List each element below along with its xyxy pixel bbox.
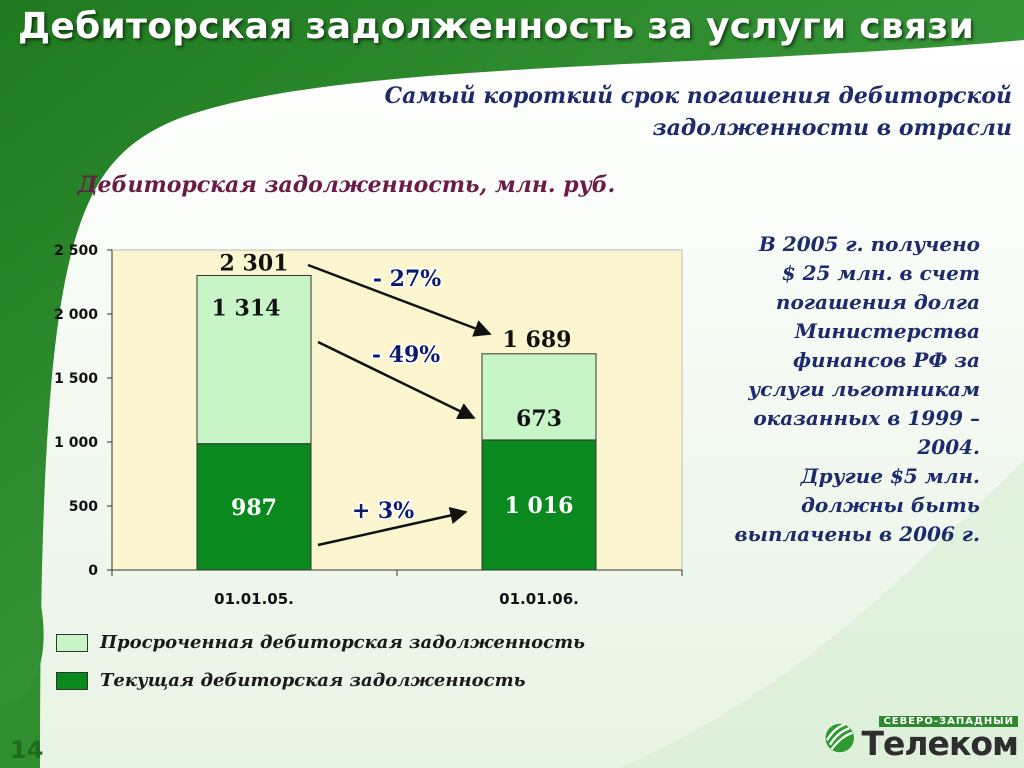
logo-small-text: СЕВЕРО-ЗАПАДНЫЙ xyxy=(879,715,1018,727)
note-line: В 2005 г. получено xyxy=(758,232,980,256)
logo-globe-icon xyxy=(825,723,854,753)
legend-item-overdue: Просроченная дебиторская задолженность xyxy=(56,632,585,653)
page-number: 14 xyxy=(10,736,44,764)
slide-title: Дебиторская задолженность за услуги связ… xyxy=(18,6,975,47)
slide-subtitle: Самый короткий срок погашения дебиторско… xyxy=(312,80,1012,144)
bar-segment xyxy=(196,443,312,571)
change-arrow xyxy=(317,506,468,547)
chart-title: Дебиторская задолженность, млн. руб. xyxy=(78,172,616,198)
note-line: Другие $5 млн. xyxy=(800,464,980,488)
side-note: В 2005 г. получено $ 25 млн. в счет погаше… xyxy=(690,230,980,549)
y-tick-label: 2 000 xyxy=(54,307,98,323)
company-logo: СЕВЕРО-ЗАПАДНЫЙ Телеком xyxy=(824,712,1019,764)
note-line: финансов РФ за xyxy=(792,348,980,372)
legend-label-current: Текущая дебиторская задолженность xyxy=(100,670,526,691)
legend-swatch-current xyxy=(56,671,88,690)
y-tick-label: 0 xyxy=(88,563,98,579)
data-label: 987 xyxy=(231,495,277,521)
change-label: + 3% xyxy=(352,498,414,524)
bar-segment xyxy=(481,439,597,571)
subtitle-line: Самый короткий срок погашения дебиторско… xyxy=(384,83,1012,109)
change-arrow xyxy=(307,263,492,337)
subtitle-line: задолженности в отрасли xyxy=(652,115,1012,141)
x-tick-label: 01.01.05. xyxy=(214,590,294,608)
data-label: 673 xyxy=(516,406,562,432)
change-label: - 27% xyxy=(373,266,441,292)
y-tick-label: 1 500 xyxy=(54,371,98,387)
data-label: 1 016 xyxy=(505,493,574,519)
change-arrow xyxy=(317,340,476,420)
legend-item-current: Текущая дебиторская задолженность xyxy=(56,670,526,691)
data-label: 1 314 xyxy=(212,295,281,321)
note-line: погашения долга xyxy=(775,290,980,314)
change-label: - 49% xyxy=(372,342,440,368)
note-line: $ 25 млн. в счет xyxy=(781,261,980,285)
note-line: выплачены в 2006 г. xyxy=(734,522,980,546)
total-label: 2 301 xyxy=(220,250,289,276)
legend-swatch-overdue xyxy=(56,633,88,652)
legend-label-overdue: Просроченная дебиторская задолженность xyxy=(100,632,585,653)
note-line: 2004. xyxy=(917,435,980,459)
bar-segment xyxy=(196,274,312,445)
note-line: оказанных в 1999 – xyxy=(753,406,980,430)
note-line: услуги льготникам xyxy=(748,377,980,401)
note-line: должны быть xyxy=(800,493,980,517)
y-tick-label: 500 xyxy=(69,499,98,515)
y-tick-label: 2 500 xyxy=(54,243,98,259)
note-line: Министерства xyxy=(794,319,980,343)
bar-segment xyxy=(481,353,597,441)
y-tick-label: 1 000 xyxy=(54,435,98,451)
x-tick-label: 01.01.06. xyxy=(499,590,579,608)
total-label: 1 689 xyxy=(503,327,572,353)
logo-big-text: Телеком xyxy=(861,723,1019,763)
